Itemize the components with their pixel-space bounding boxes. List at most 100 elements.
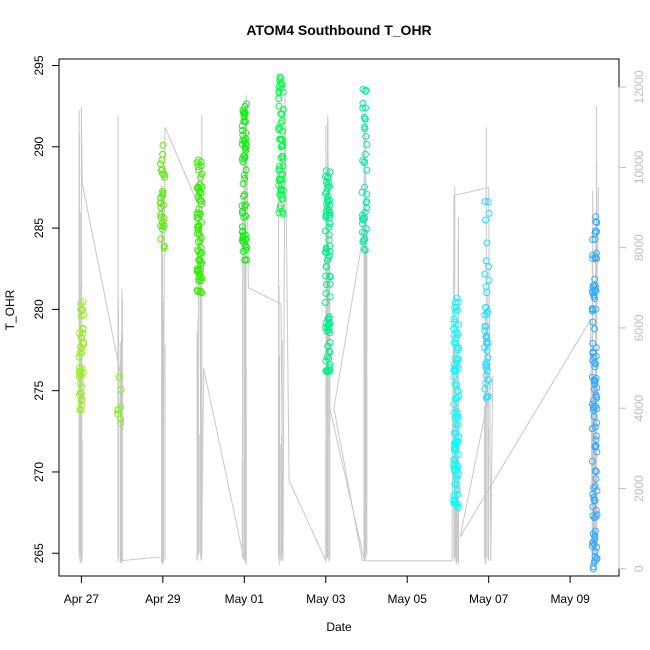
data-point: [590, 377, 598, 385]
data-point: [451, 367, 459, 375]
data-point: [277, 154, 285, 162]
data-point: [590, 353, 598, 361]
data-point: [79, 369, 87, 377]
data-point: [275, 126, 283, 134]
data-point: [159, 191, 167, 199]
data-point: [114, 410, 122, 418]
y2-tick-label: 4000: [632, 395, 646, 422]
data-point: [454, 491, 461, 498]
data-point: [79, 324, 87, 332]
data-point: [239, 127, 246, 134]
data-point: [78, 334, 86, 342]
data-point: [321, 299, 329, 306]
data-point: [589, 512, 597, 520]
data-point: [453, 480, 461, 488]
data-point: [77, 333, 85, 341]
data-point: [322, 244, 330, 252]
data-point: [326, 168, 334, 176]
x-tick-label: May 03: [306, 592, 346, 606]
data-point: [326, 329, 334, 337]
data-point: [453, 472, 460, 480]
data-point: [197, 162, 205, 170]
data-point: [450, 339, 458, 347]
data-point: [592, 475, 600, 483]
data-point: [482, 371, 490, 379]
data-point: [363, 140, 371, 148]
data-point: [483, 362, 491, 370]
data-point: [361, 158, 368, 166]
data-point: [483, 239, 491, 247]
data-point: [80, 311, 88, 319]
data-point: [592, 419, 600, 427]
data-point: [589, 306, 597, 314]
data-point: [326, 209, 334, 217]
data-point: [360, 245, 368, 253]
data-point: [359, 216, 367, 224]
data-point: [326, 293, 334, 301]
data-point: [79, 329, 87, 337]
data-point: [363, 166, 371, 174]
data-point: [593, 219, 601, 226]
data-point: [591, 514, 598, 522]
data-point: [362, 104, 369, 112]
data-point: [324, 181, 332, 189]
data-point: [592, 402, 600, 410]
data-point: [77, 396, 85, 404]
data-point: [450, 315, 458, 323]
temperature-series: [75, 73, 601, 573]
x-tick-label: May 09: [550, 592, 590, 606]
data-point: [117, 386, 125, 394]
data-point: [157, 167, 165, 174]
data-point: [589, 255, 597, 263]
data-point: [453, 359, 461, 367]
data-point: [485, 209, 493, 217]
data-point: [588, 425, 596, 433]
data-point: [160, 222, 168, 230]
data-point: [325, 231, 333, 239]
secondary-y-axis: 0 2000 4000 6000 8000 10000 12000: [618, 70, 646, 572]
data-point: [451, 380, 459, 388]
data-point: [114, 406, 122, 413]
data-point: [78, 344, 86, 352]
data-point: [275, 95, 283, 103]
data-point: [278, 195, 286, 203]
data-point: [241, 117, 249, 125]
data-point: [242, 139, 250, 147]
data-point: [483, 347, 491, 355]
data-point: [241, 175, 249, 182]
data-point: [239, 232, 247, 240]
data-point: [159, 225, 166, 233]
data-point: [455, 344, 462, 352]
data-point: [241, 202, 249, 210]
data-point: [452, 394, 459, 402]
data-point: [239, 227, 247, 235]
data-point: [278, 110, 286, 118]
data-point: [195, 195, 203, 203]
data-point: [450, 461, 458, 469]
data-point: [485, 263, 493, 271]
data-point: [117, 415, 125, 423]
data-point: [158, 156, 166, 164]
data-point: [483, 334, 491, 342]
y2-tick-label: 8000: [632, 234, 646, 261]
data-point: [485, 276, 493, 284]
data-point: [326, 320, 334, 328]
data-point: [589, 565, 597, 573]
data-point: [193, 209, 201, 217]
data-point: [277, 202, 285, 210]
data-point: [593, 384, 601, 392]
data-point: [454, 503, 462, 511]
data-point: [197, 190, 205, 197]
data-point: [591, 467, 599, 475]
data-point: [242, 166, 250, 174]
data-point: [279, 210, 287, 218]
data-point: [483, 358, 491, 366]
data-point: [241, 256, 249, 264]
data-point: [361, 214, 369, 222]
data-point: [592, 218, 600, 226]
data-point: [451, 307, 459, 315]
data-point: [78, 395, 86, 403]
x-tick-label: May 07: [469, 592, 509, 606]
data-point: [326, 348, 334, 356]
data-point: [483, 289, 491, 297]
